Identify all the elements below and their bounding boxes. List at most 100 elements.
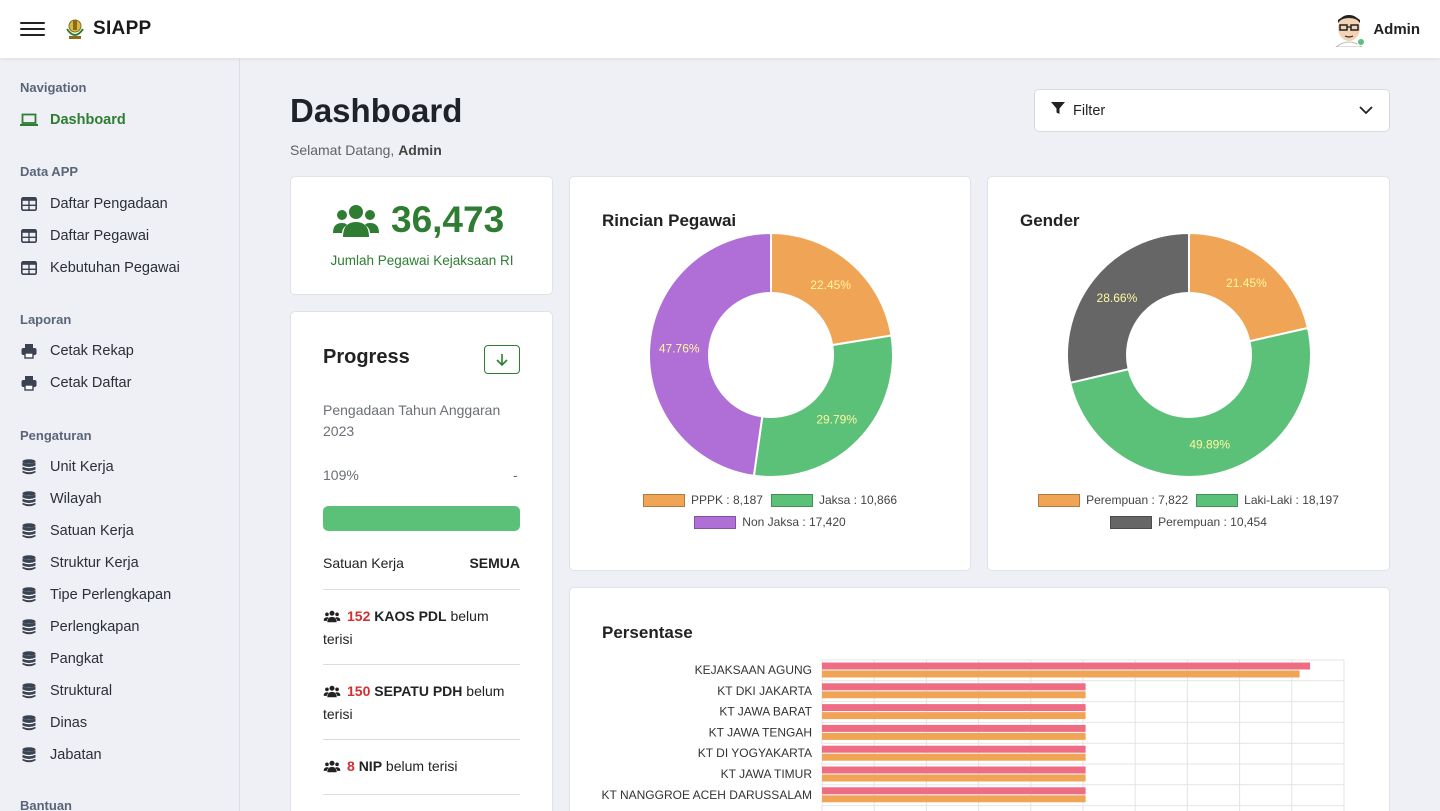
database-icon: [20, 682, 38, 700]
stat-item: NIP: [358, 758, 383, 774]
sidebar-item-tipe-perlengkapan[interactable]: Tipe Perlengkapan: [20, 584, 171, 606]
donut-slice-laki-laki[interactable]: [1069, 326, 1313, 479]
stat-item: KAOS PDL: [374, 608, 447, 624]
chart-title: Persentase: [602, 623, 693, 642]
sidebar-item-daftar-pengadaan[interactable]: Daftar Pengadaan: [20, 193, 168, 215]
bar-series-b[interactable]: [822, 691, 1086, 699]
chart-legend: Non Jaksa : 17,420: [570, 515, 970, 529]
sidebar-item-cetak-daftar[interactable]: Cetak Daftar: [20, 372, 131, 394]
bar-series-b[interactable]: [822, 670, 1300, 678]
legend-item-perempuan-2[interactable]: Perempuan : 10,454: [1110, 515, 1267, 529]
sidebar-item-cetak-rekap[interactable]: Cetak Rekap: [20, 340, 134, 362]
sidebar-item-kebutuhan-pegawai[interactable]: Kebutuhan Pegawai: [20, 257, 180, 279]
database-icon: [20, 458, 38, 476]
user-menu[interactable]: Admin: [1333, 11, 1420, 47]
sidebar-item-unit-kerja[interactable]: Unit Kerja: [20, 456, 114, 478]
sidebar-item-label: Satuan Kerja: [50, 523, 134, 539]
legend-item-non-jaksa[interactable]: Non Jaksa : 17,420: [694, 515, 846, 529]
stat-suffix: belum terisi: [323, 683, 505, 722]
bar-series-a[interactable]: [822, 704, 1086, 712]
stat-count: 152: [347, 608, 371, 624]
users-icon: [333, 205, 379, 237]
sidebar-item-wilayah[interactable]: Wilayah: [20, 488, 102, 510]
sidebar-item-struktural[interactable]: Struktural: [20, 680, 112, 702]
progress-dash: -: [513, 467, 518, 483]
donut-percent-label: 47.76%: [659, 342, 700, 356]
menu-toggle-icon[interactable]: [20, 22, 45, 36]
sidebar-item-label: Kebutuhan Pegawai: [50, 260, 180, 276]
database-icon: [20, 746, 38, 764]
legend-item-pppk[interactable]: PPPK : 8,187: [642, 493, 763, 507]
logo-icon: [66, 19, 84, 39]
database-icon: [20, 650, 38, 668]
satuan-kerja-label: Satuan Kerja: [323, 555, 404, 571]
progress-percent: 109%: [323, 467, 359, 483]
bar-series-a[interactable]: [822, 745, 1086, 753]
progress-subtitle: Pengadaan Tahun Anggaran 2023: [323, 402, 501, 439]
chevron-down-icon: [1359, 102, 1373, 120]
bar-series-b[interactable]: [822, 795, 1086, 803]
donut-slice-non-jaksa[interactable]: [648, 233, 772, 477]
donut-slice-perempuan[interactable]: [1188, 233, 1310, 343]
legend-item-perempuan[interactable]: Perempuan : 7,822: [1038, 493, 1188, 507]
legend-label: Jaksa : 10,866: [818, 493, 898, 507]
legend-label: PPPK : 8,187: [690, 493, 763, 507]
stat-count: 150: [347, 683, 371, 699]
sidebar-item-dinas[interactable]: Dinas: [20, 712, 87, 734]
sidebar-item-label: Perlengkapan: [50, 619, 140, 635]
welcome-text: Selamat Datang, Admin: [290, 142, 442, 158]
users-icon: [323, 608, 341, 629]
bar-series-b[interactable]: [822, 753, 1086, 761]
satuan-kerja-value[interactable]: SEMUA: [469, 555, 520, 571]
legend-label: Non Jaksa : 17,420: [742, 515, 846, 529]
stat-nip: 8 NIP belum terisi: [323, 756, 520, 779]
database-icon: [20, 522, 38, 540]
bar-series-a[interactable]: [822, 662, 1311, 670]
bar-series-b[interactable]: [822, 712, 1086, 720]
download-button[interactable]: [484, 345, 520, 374]
bar-series-a[interactable]: [822, 724, 1086, 732]
table-icon: [20, 259, 38, 277]
donut-slice-jaksa[interactable]: [752, 334, 894, 478]
sidebar-item-jabatan[interactable]: Jabatan: [20, 744, 102, 766]
bar-series-a[interactable]: [822, 683, 1086, 691]
bar-series-a[interactable]: [822, 766, 1086, 774]
sidebar-item-satuan-kerja[interactable]: Satuan Kerja: [20, 520, 134, 542]
sidebar: Navigation Dashboard Data APP Daftar Pen…: [0, 58, 240, 811]
app-title[interactable]: SIAPP: [93, 18, 152, 39]
filter-dropdown[interactable]: Filter: [1034, 89, 1390, 132]
divider: [323, 739, 520, 740]
user-name: Admin: [1373, 20, 1420, 38]
bar-series-a[interactable]: [822, 787, 1086, 795]
filter-icon: [1051, 101, 1065, 120]
legend-item-laki-laki[interactable]: Laki-Laki : 18,197: [1196, 493, 1339, 507]
sidebar-section-pengaturan: Pengaturan: [20, 428, 92, 443]
sidebar-item-perlengkapan[interactable]: Perlengkapan: [20, 616, 140, 638]
top-bar: SIAPP Admin: [0, 0, 1440, 58]
donut-percent-label: 22.45%: [810, 278, 851, 292]
chart-legend: Perempuan : 7,822 Laki-Laki : 18,197: [988, 493, 1389, 507]
progress-card: Progress Pengadaan Tahun Anggaran 2023 1…: [290, 311, 553, 811]
database-icon: [20, 554, 38, 572]
legend-label: Perempuan : 7,822: [1086, 493, 1189, 507]
bar-series-b[interactable]: [822, 732, 1086, 740]
donut-slice-pppk[interactable]: [770, 233, 893, 347]
legend-item-jaksa[interactable]: Jaksa : 10,866: [770, 493, 898, 507]
database-icon: [20, 714, 38, 732]
users-icon: [323, 683, 341, 704]
sidebar-item-label: Unit Kerja: [50, 459, 114, 475]
chart-title: Gender: [1020, 211, 1080, 230]
donut-slice-perempuan[interactable]: [1066, 233, 1190, 385]
stat-sepatu-pdh: 150 SEPATU PDH belum terisi: [323, 681, 520, 725]
filter-label: Filter: [1073, 102, 1106, 119]
sidebar-item-daftar-pegawai[interactable]: Daftar Pegawai: [20, 225, 149, 247]
database-icon: [20, 490, 38, 508]
sidebar-item-struktur-kerja[interactable]: Struktur Kerja: [20, 552, 139, 574]
sidebar-item-label: Dashboard: [50, 112, 126, 128]
sidebar-item-dashboard[interactable]: Dashboard: [20, 109, 126, 131]
table-icon: [20, 195, 38, 213]
bar-series-b[interactable]: [822, 774, 1086, 782]
sidebar-item-pangkat[interactable]: Pangkat: [20, 648, 103, 670]
sidebar-item-label: Daftar Pengadaan: [50, 196, 168, 212]
progress-bar: [323, 506, 520, 531]
